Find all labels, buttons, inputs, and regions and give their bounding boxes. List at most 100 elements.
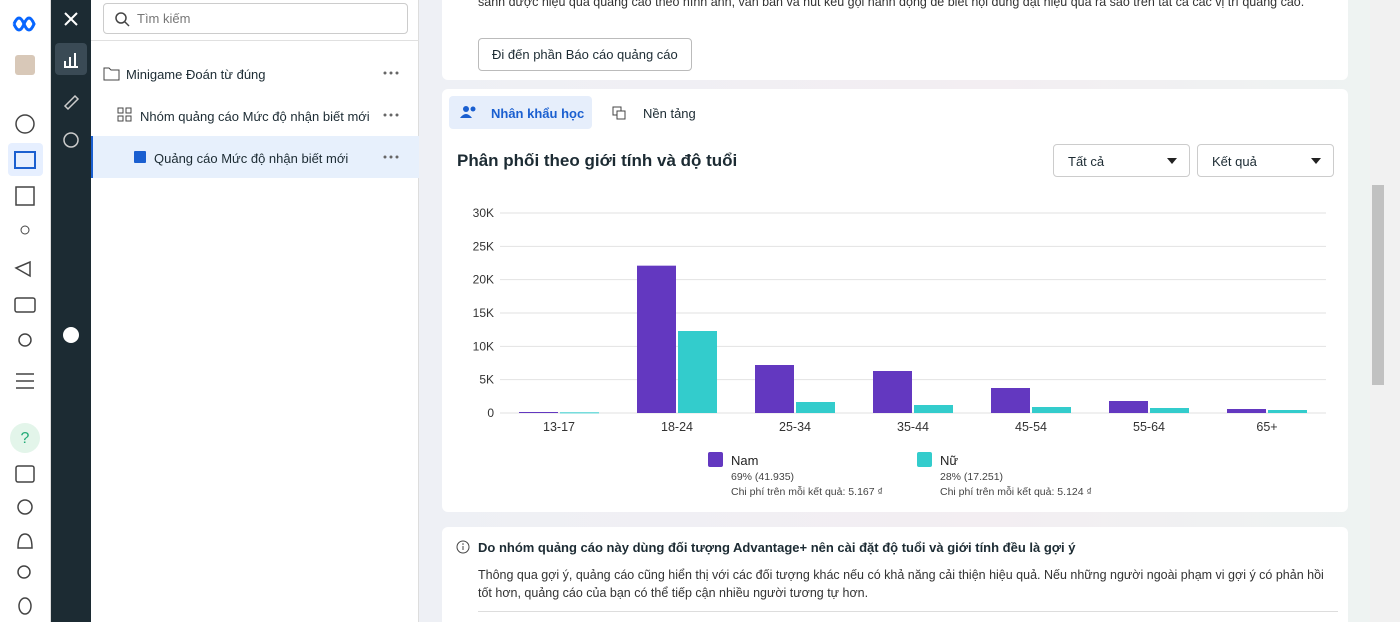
tree-item[interactable]: Quảng cáo Mức độ nhận biết mới	[154, 151, 349, 166]
search-placeholder: Tìm kiếm	[137, 11, 191, 26]
legend-detail: 28% (17.251)	[940, 471, 1003, 483]
y-tick-label: 15K	[473, 306, 494, 320]
group-icon	[117, 107, 132, 122]
tree-item[interactable]: Minigame Đoán từ đúng	[126, 67, 266, 82]
scroll-thumb[interactable]	[1372, 185, 1384, 385]
x-tick-label: 18-24	[661, 420, 693, 434]
close-icon[interactable]	[64, 12, 78, 26]
chart-card: Nhân khẩu học Nền tảng Phân phối theo gi…	[442, 89, 1348, 512]
dropdown[interactable]: Kết quả	[1197, 144, 1334, 177]
notice-card: Do nhóm quảng cáo này dùng đối tượng Adv…	[442, 527, 1348, 637]
bar	[519, 412, 558, 413]
info-icon	[456, 540, 470, 554]
expand-icon[interactable]	[63, 327, 79, 343]
tab[interactable]: Nền tảng	[643, 106, 696, 121]
bar	[560, 412, 599, 414]
legend-swatch	[708, 452, 723, 467]
bug-icon[interactable]	[18, 597, 32, 615]
y-tick-label: 10K	[473, 339, 494, 353]
legend-cost: Chi phí trên mỗi kết quả: 5.167 ₫	[731, 485, 883, 498]
icon[interactable]	[20, 225, 30, 235]
bar	[873, 371, 912, 413]
more-buttons[interactable]	[383, 71, 399, 159]
ad-icon	[134, 151, 146, 163]
x-tick-label: 45-54	[1015, 420, 1047, 434]
dropdown[interactable]: Tất cả	[1053, 144, 1190, 177]
y-tick-label: 30K	[473, 206, 494, 220]
report-button[interactable]: Đi đến phần Báo cáo quảng cáo	[478, 38, 692, 71]
notice-title: Do nhóm quảng cáo này dùng đối tượng Adv…	[478, 540, 1076, 555]
edit-icon[interactable]	[63, 94, 80, 111]
y-tick-label: 5K	[479, 373, 494, 387]
x-tick-label: 35-44	[897, 420, 929, 434]
tab-active-bg	[449, 96, 592, 129]
avatar[interactable]	[15, 55, 35, 75]
tab[interactable]: Nhân khẩu học	[491, 106, 585, 121]
icon[interactable]	[14, 260, 31, 278]
dropdown-label: Kết quả	[1212, 154, 1257, 169]
scrollbar	[1370, 0, 1400, 622]
x-tick-label: 13-17	[543, 420, 575, 434]
icon[interactable]	[15, 465, 35, 483]
chart-title: Phân phối theo giới tính và độ tuổi	[457, 151, 738, 170]
legend-detail: 69% (41.935)	[731, 471, 794, 483]
active-icon-bg	[8, 143, 43, 176]
search-icon[interactable]	[17, 565, 31, 579]
bar	[1227, 409, 1266, 413]
icon[interactable]	[14, 151, 36, 169]
bar	[1268, 410, 1307, 413]
caret	[1167, 158, 1177, 164]
search-icon	[115, 12, 130, 27]
bar	[991, 388, 1030, 413]
top-card: sánh được hiệu quả quảng cáo theo hình ả…	[442, 0, 1348, 80]
main: sánh được hiệu quả quảng cáo theo hình ả…	[419, 0, 1370, 637]
sidebar: Tìm kiếm Minigame Đoán từ đúng Nhóm quản…	[91, 0, 419, 622]
y-tick-label: 20K	[473, 273, 494, 287]
legend-label: Nam	[731, 453, 758, 468]
legend-cost: Chi phí trên mỗi kết quả: 5.124 ₫	[940, 485, 1092, 498]
settings-icon[interactable]	[17, 499, 33, 515]
bar	[678, 331, 717, 413]
rail-icons: ?	[8, 16, 43, 615]
meta-logo	[12, 16, 36, 32]
y-tick-label: 0	[487, 406, 494, 420]
help[interactable]: ?	[21, 430, 30, 447]
bar	[755, 365, 794, 413]
app-rail: ?	[0, 0, 51, 622]
search-box[interactable]: Tìm kiếm	[103, 3, 408, 34]
icon[interactable]	[14, 297, 36, 313]
icon[interactable]	[15, 114, 35, 134]
help-bg[interactable]	[10, 423, 40, 453]
bar	[1150, 408, 1189, 413]
tool-rail	[51, 0, 91, 622]
menu-icon[interactable]	[16, 373, 34, 389]
folder-icon	[103, 67, 120, 81]
bar	[796, 402, 835, 413]
bar	[637, 265, 676, 413]
y-tick-label: 25K	[473, 239, 494, 253]
tree-icons	[103, 67, 399, 163]
card-text: sánh được hiệu quả quảng cáo theo hình ả…	[478, 0, 1305, 9]
chart-icon[interactable]	[64, 53, 78, 68]
legend-label: Nữ	[940, 453, 958, 468]
divider	[91, 40, 419, 41]
bell-icon[interactable]	[17, 533, 33, 549]
tool-icons	[55, 12, 87, 343]
history-icon[interactable]	[63, 132, 79, 148]
x-tick-label: 65+	[1256, 420, 1277, 434]
bar	[1032, 407, 1071, 413]
legend-swatch	[917, 452, 932, 467]
x-tick-label: 55-64	[1133, 420, 1165, 434]
icon[interactable]	[15, 186, 35, 206]
bar	[914, 405, 953, 413]
notice-text: Thông qua gợi ý, quảng cáo cũng hiển thị…	[478, 568, 1324, 600]
people-icon	[460, 106, 476, 118]
dropdown-label: Tất cả	[1068, 154, 1105, 169]
chart: 0 5K 10K 15K 20K 25K 30K 13-17 18-24 25-34 35-44 45…	[473, 206, 1326, 498]
x-tick-label: 25-34	[779, 420, 811, 434]
icon[interactable]	[18, 333, 32, 347]
tree-item[interactable]: Nhóm quảng cáo Mức độ nhận biết mới	[140, 109, 370, 124]
caret	[1311, 158, 1321, 164]
divider	[478, 611, 1338, 612]
